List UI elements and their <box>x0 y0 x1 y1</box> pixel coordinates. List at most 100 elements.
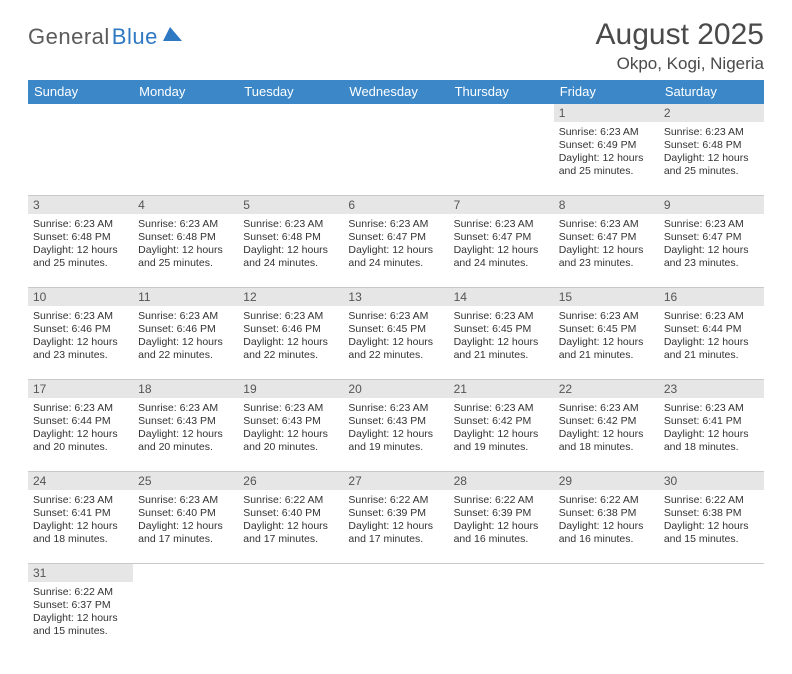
empty-cell <box>659 582 764 656</box>
month-title: August 2025 <box>596 18 764 52</box>
day-info: Sunrise: 6:23 AMSunset: 6:47 PMDaylight:… <box>454 217 549 271</box>
daylight-line: Daylight: 12 hours and 17 minutes. <box>243 520 338 546</box>
sunrise-line: Sunrise: 6:23 AM <box>138 494 233 507</box>
day-number: 8 <box>554 196 659 214</box>
daylight-line: Daylight: 12 hours and 22 minutes. <box>348 336 443 362</box>
day-number: 18 <box>133 380 238 398</box>
day-info: Sunrise: 6:23 AMSunset: 6:43 PMDaylight:… <box>348 401 443 455</box>
day-number: 20 <box>343 380 448 398</box>
day-info: Sunrise: 6:23 AMSunset: 6:47 PMDaylight:… <box>664 217 759 271</box>
sunset-line: Sunset: 6:46 PM <box>243 323 338 336</box>
day-number: 10 <box>28 288 133 306</box>
day-number: 3 <box>28 196 133 214</box>
sunset-line: Sunset: 6:47 PM <box>559 231 654 244</box>
empty-cell <box>449 122 554 196</box>
day-number <box>343 564 448 582</box>
daylight-line: Daylight: 12 hours and 22 minutes. <box>138 336 233 362</box>
day-number-row: 17181920212223 <box>28 380 764 398</box>
day-info: Sunrise: 6:23 AMSunset: 6:47 PMDaylight:… <box>348 217 443 271</box>
daylight-line: Daylight: 12 hours and 24 minutes. <box>348 244 443 270</box>
daylight-line: Daylight: 12 hours and 19 minutes. <box>454 428 549 454</box>
weeks-container: 12 Sunrise: 6:23 AMSunset: 6:49 PMDayligh… <box>28 104 764 656</box>
sunrise-line: Sunrise: 6:23 AM <box>243 310 338 323</box>
week-row: Sunrise: 6:23 AMSunset: 6:46 PMDaylight:… <box>28 306 764 380</box>
day-info: Sunrise: 6:23 AMSunset: 6:46 PMDaylight:… <box>138 309 233 363</box>
day-cell: Sunrise: 6:23 AMSunset: 6:43 PMDaylight:… <box>238 398 343 472</box>
day-number: 23 <box>659 380 764 398</box>
daylight-line: Daylight: 12 hours and 20 minutes. <box>33 428 128 454</box>
day-number: 24 <box>28 472 133 490</box>
day-number: 21 <box>449 380 554 398</box>
day-number: 25 <box>133 472 238 490</box>
sunset-line: Sunset: 6:37 PM <box>33 599 128 612</box>
day-cell: Sunrise: 6:23 AMSunset: 6:41 PMDaylight:… <box>28 490 133 564</box>
day-number: 15 <box>554 288 659 306</box>
day-number: 14 <box>449 288 554 306</box>
daylight-line: Daylight: 12 hours and 18 minutes. <box>33 520 128 546</box>
sunrise-line: Sunrise: 6:22 AM <box>348 494 443 507</box>
sunrise-line: Sunrise: 6:23 AM <box>559 218 654 231</box>
day-cell: Sunrise: 6:23 AMSunset: 6:47 PMDaylight:… <box>343 214 448 288</box>
sunset-line: Sunset: 6:46 PM <box>33 323 128 336</box>
day-info: Sunrise: 6:23 AMSunset: 6:41 PMDaylight:… <box>33 493 128 547</box>
daylight-line: Daylight: 12 hours and 21 minutes. <box>664 336 759 362</box>
day-cell: Sunrise: 6:23 AMSunset: 6:46 PMDaylight:… <box>133 306 238 380</box>
day-info: Sunrise: 6:23 AMSunset: 6:46 PMDaylight:… <box>243 309 338 363</box>
day-info: Sunrise: 6:23 AMSunset: 6:45 PMDaylight:… <box>348 309 443 363</box>
sunset-line: Sunset: 6:48 PM <box>138 231 233 244</box>
location: Okpo, Kogi, Nigeria <box>596 54 764 74</box>
day-info: Sunrise: 6:23 AMSunset: 6:42 PMDaylight:… <box>454 401 549 455</box>
day-cell: Sunrise: 6:23 AMSunset: 6:45 PMDaylight:… <box>343 306 448 380</box>
sunset-line: Sunset: 6:45 PM <box>348 323 443 336</box>
daylight-line: Daylight: 12 hours and 20 minutes. <box>243 428 338 454</box>
empty-cell <box>133 122 238 196</box>
day-header: Thursday <box>449 80 554 104</box>
sunset-line: Sunset: 6:39 PM <box>348 507 443 520</box>
daylight-line: Daylight: 12 hours and 21 minutes. <box>454 336 549 362</box>
day-number: 5 <box>238 196 343 214</box>
day-number: 11 <box>133 288 238 306</box>
week-row: Sunrise: 6:23 AMSunset: 6:41 PMDaylight:… <box>28 490 764 564</box>
sunrise-line: Sunrise: 6:23 AM <box>33 402 128 415</box>
day-cell: Sunrise: 6:23 AMSunset: 6:43 PMDaylight:… <box>133 398 238 472</box>
day-cell: Sunrise: 6:22 AMSunset: 6:38 PMDaylight:… <box>659 490 764 564</box>
day-info: Sunrise: 6:23 AMSunset: 6:41 PMDaylight:… <box>664 401 759 455</box>
day-info: Sunrise: 6:23 AMSunset: 6:43 PMDaylight:… <box>243 401 338 455</box>
sunset-line: Sunset: 6:44 PM <box>664 323 759 336</box>
daylight-line: Daylight: 12 hours and 25 minutes. <box>559 152 654 178</box>
sunset-line: Sunset: 6:45 PM <box>454 323 549 336</box>
daylight-line: Daylight: 12 hours and 23 minutes. <box>559 244 654 270</box>
day-number: 30 <box>659 472 764 490</box>
logo-text-blue: Blue <box>112 24 158 50</box>
day-cell: Sunrise: 6:23 AMSunset: 6:49 PMDaylight:… <box>554 122 659 196</box>
sunrise-line: Sunrise: 6:23 AM <box>138 218 233 231</box>
week-row: Sunrise: 6:22 AMSunset: 6:37 PMDaylight:… <box>28 582 764 656</box>
sunrise-line: Sunrise: 6:22 AM <box>559 494 654 507</box>
day-number: 13 <box>343 288 448 306</box>
day-number: 31 <box>28 564 133 582</box>
day-number: 6 <box>343 196 448 214</box>
day-info: Sunrise: 6:23 AMSunset: 6:48 PMDaylight:… <box>138 217 233 271</box>
day-cell: Sunrise: 6:23 AMSunset: 6:47 PMDaylight:… <box>659 214 764 288</box>
day-cell: Sunrise: 6:23 AMSunset: 6:42 PMDaylight:… <box>449 398 554 472</box>
day-number <box>238 104 343 122</box>
sunrise-line: Sunrise: 6:23 AM <box>348 310 443 323</box>
sunrise-line: Sunrise: 6:23 AM <box>664 402 759 415</box>
title-block: August 2025 Okpo, Kogi, Nigeria <box>596 18 764 74</box>
day-info: Sunrise: 6:23 AMSunset: 6:45 PMDaylight:… <box>559 309 654 363</box>
daylight-line: Daylight: 12 hours and 22 minutes. <box>243 336 338 362</box>
day-cell: Sunrise: 6:23 AMSunset: 6:45 PMDaylight:… <box>554 306 659 380</box>
day-info: Sunrise: 6:23 AMSunset: 6:44 PMDaylight:… <box>33 401 128 455</box>
day-info: Sunrise: 6:22 AMSunset: 6:38 PMDaylight:… <box>559 493 654 547</box>
day-cell: Sunrise: 6:23 AMSunset: 6:41 PMDaylight:… <box>659 398 764 472</box>
day-number: 4 <box>133 196 238 214</box>
day-cell: Sunrise: 6:23 AMSunset: 6:48 PMDaylight:… <box>238 214 343 288</box>
sunset-line: Sunset: 6:47 PM <box>664 231 759 244</box>
daylight-line: Daylight: 12 hours and 16 minutes. <box>454 520 549 546</box>
empty-cell <box>554 582 659 656</box>
sunrise-line: Sunrise: 6:22 AM <box>454 494 549 507</box>
day-number: 12 <box>238 288 343 306</box>
empty-cell <box>449 582 554 656</box>
day-cell: Sunrise: 6:22 AMSunset: 6:37 PMDaylight:… <box>28 582 133 656</box>
sunset-line: Sunset: 6:48 PM <box>33 231 128 244</box>
